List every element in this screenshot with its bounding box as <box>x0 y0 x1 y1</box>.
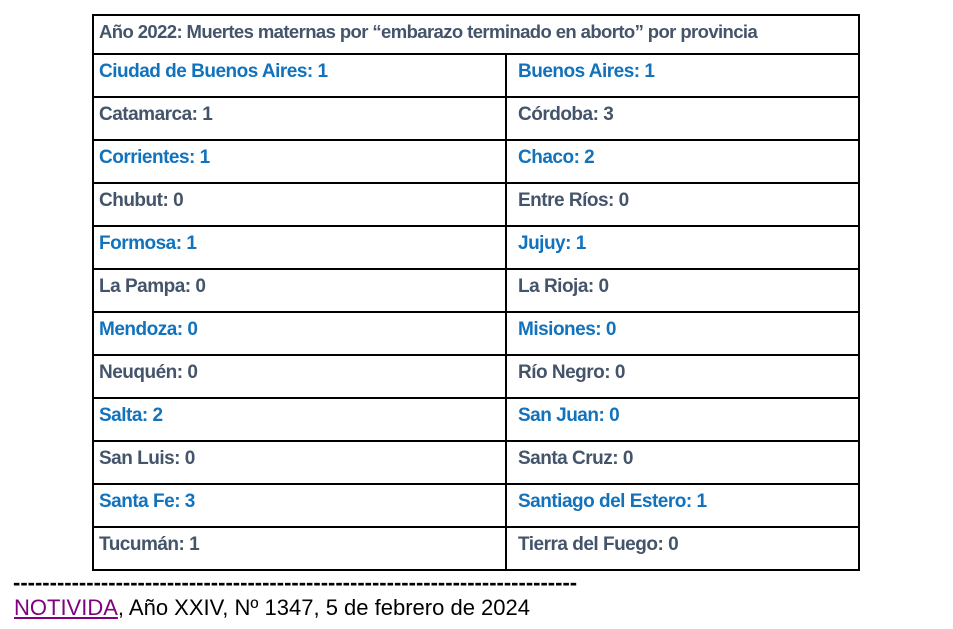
province-cell: Catamarca: 1 <box>92 96 507 141</box>
province-cell: Entre Ríos: 0 <box>504 182 861 227</box>
table-title: Año 2022: Muertes maternas por “embarazo… <box>91 14 861 55</box>
notivida-link[interactable]: NOTIVIDA <box>14 595 118 620</box>
province-cell: San Luis: 0 <box>92 440 507 485</box>
province-cell: Jujuy: 1 <box>504 225 861 270</box>
table-row: Mendoza: 0 Misiones: 0 <box>92 311 861 356</box>
table-row: Salta: 2 San Juan: 0 <box>92 397 861 442</box>
table-row: Corrientes: 1 Chaco: 2 <box>92 139 861 184</box>
province-cell: Santiago del Estero: 1 <box>504 483 861 528</box>
province-cell: Tucumán: 1 <box>92 526 507 571</box>
table-row: Tucumán: 1 Tierra del Fuego: 0 <box>92 526 861 571</box>
table-row: Formosa: 1 Jujuy: 1 <box>92 225 861 270</box>
province-cell: Misiones: 0 <box>504 311 861 356</box>
province-cell: Neuquén: 0 <box>92 354 507 399</box>
table-row: San Luis: 0 Santa Cruz: 0 <box>92 440 861 485</box>
province-cell: Tierra del Fuego: 0 <box>504 526 861 571</box>
table-row: Santa Fe: 3 Santiago del Estero: 1 <box>92 483 861 528</box>
province-cell: Salta: 2 <box>92 397 507 442</box>
province-cell: Santa Fe: 3 <box>92 483 507 528</box>
province-cell: Formosa: 1 <box>92 225 507 270</box>
dashed-separator: ----------------------------------------… <box>13 570 578 595</box>
citation-line: NOTIVIDA, Año XXIV, Nº 1347, 5 de febrer… <box>14 595 530 621</box>
province-cell: Santa Cruz: 0 <box>504 440 861 485</box>
province-cell: Chubut: 0 <box>92 182 507 227</box>
province-cell: Chaco: 2 <box>504 139 861 184</box>
table-row: La Pampa: 0 La Rioja: 0 <box>92 268 861 313</box>
province-cell: La Rioja: 0 <box>504 268 861 313</box>
province-cell: San Juan: 0 <box>504 397 861 442</box>
province-cell: Mendoza: 0 <box>92 311 507 356</box>
province-cell: Buenos Aires: 1 <box>504 53 861 98</box>
province-cell: Río Negro: 0 <box>504 354 861 399</box>
province-cell: Corrientes: 1 <box>92 139 507 184</box>
maternal-deaths-table: Año 2022: Muertes maternas por “embarazo… <box>91 14 861 571</box>
table-row: Ciudad de Buenos Aires: 1 Buenos Aires: … <box>92 53 861 98</box>
table-row: Catamarca: 1 Córdoba: 3 <box>92 96 861 141</box>
province-cell: Córdoba: 3 <box>504 96 861 141</box>
province-cell: Ciudad de Buenos Aires: 1 <box>92 53 507 98</box>
province-cell: La Pampa: 0 <box>92 268 507 313</box>
table-row: Chubut: 0 Entre Ríos: 0 <box>92 182 861 227</box>
table-row: Neuquén: 0 Río Negro: 0 <box>92 354 861 399</box>
table-header-row: Año 2022: Muertes maternas por “embarazo… <box>91 14 861 55</box>
citation-text: , Año XXIV, Nº 1347, 5 de febrero de 202… <box>117 595 530 620</box>
